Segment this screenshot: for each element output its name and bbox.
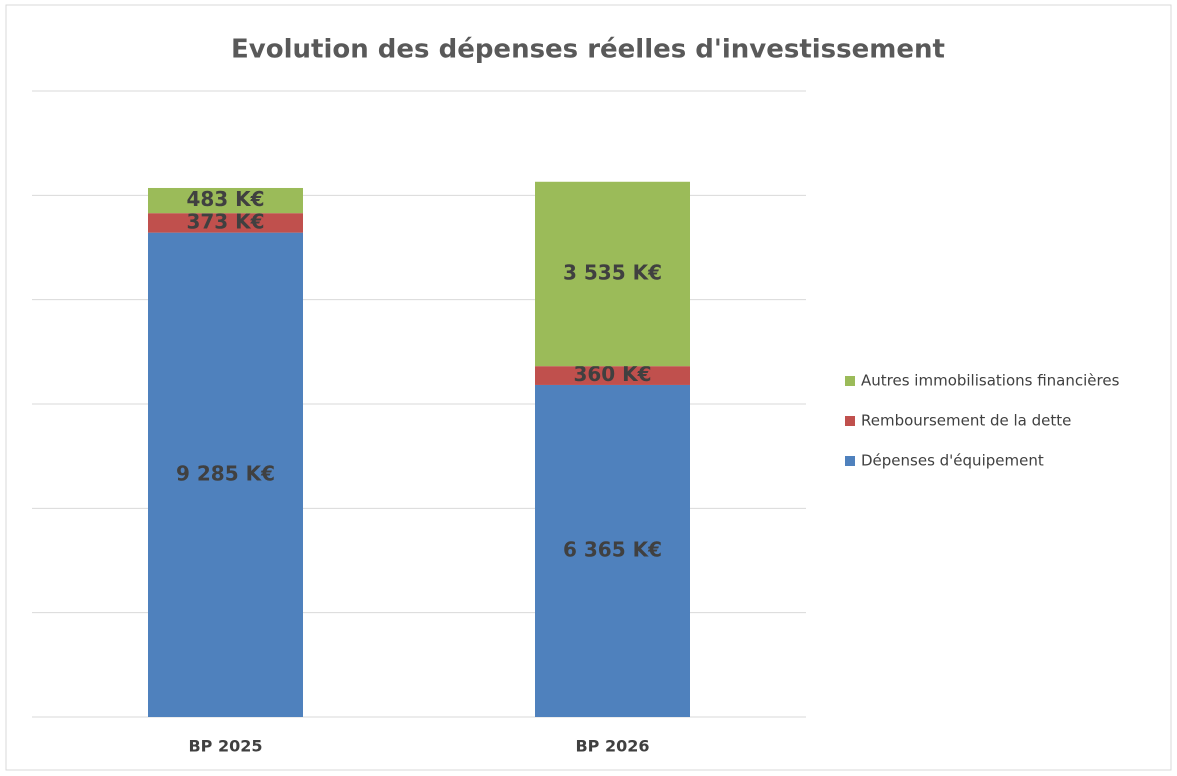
data-label: 373 K€ bbox=[186, 209, 264, 233]
bar-segment bbox=[148, 213, 303, 233]
legend-swatch bbox=[845, 416, 855, 426]
bar-segment bbox=[148, 232, 303, 717]
legend-label: Remboursement de la dette bbox=[861, 412, 1071, 430]
bar-segment bbox=[535, 384, 690, 717]
x-tick-label: BP 2025 bbox=[188, 737, 262, 756]
data-label: 483 K€ bbox=[186, 187, 264, 211]
legend-swatch bbox=[845, 376, 855, 386]
legend-label: Dépenses d'équipement bbox=[861, 452, 1044, 470]
bar-segment bbox=[148, 187, 303, 214]
chart-title: Evolution des dépenses réelles d'investi… bbox=[231, 35, 945, 65]
legend-label: Autres immobilisations financières bbox=[861, 372, 1120, 390]
bar-segment bbox=[535, 366, 690, 385]
bar-segment bbox=[535, 181, 690, 367]
legend-swatch bbox=[845, 456, 855, 466]
data-label: 6 365 K€ bbox=[563, 537, 662, 561]
data-label: 9 285 K€ bbox=[176, 461, 275, 485]
data-label: 3 535 K€ bbox=[563, 260, 662, 284]
x-tick-label: BP 2026 bbox=[575, 737, 649, 756]
